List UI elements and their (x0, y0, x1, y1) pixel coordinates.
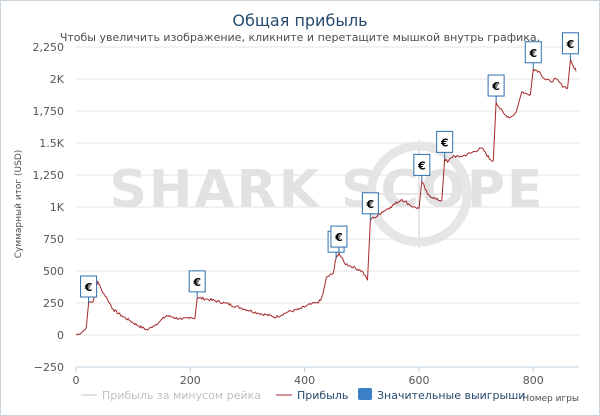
y-tick-label: 1,750 (33, 105, 65, 118)
big-win-flag[interactable]: € (361, 192, 379, 220)
big-win-flag[interactable]: € (487, 74, 505, 103)
x-tick-label: 600 (408, 374, 429, 387)
y-tick-label: 500 (43, 265, 64, 278)
chart-title: Общая прибыль (232, 11, 367, 30)
x-axis-title: Номер игры (522, 394, 579, 404)
euro-icon: € (334, 231, 343, 244)
legend-label-profit: Прибыль (297, 389, 348, 402)
euro-icon: € (192, 276, 201, 289)
euro-icon: € (491, 80, 500, 93)
euro-icon: € (566, 38, 575, 51)
y-axis-title: Суммарный итог (USD) (14, 150, 24, 259)
x-tick-label: 800 (523, 374, 544, 387)
series-line-profit (75, 59, 577, 336)
x-axis-ticks: 0 200 400 600 800 (73, 367, 544, 387)
big-win-flag[interactable]: € (80, 275, 98, 303)
big-win-box (188, 270, 206, 293)
y-tick-label: 750 (43, 233, 64, 246)
y-tick-label: 250 (43, 297, 64, 310)
y-tick-label: 1,250 (33, 169, 65, 182)
x-tick-label: 0 (73, 374, 80, 387)
x-tick-label: 200 (180, 374, 201, 387)
big-win-box (361, 192, 379, 215)
x-tick-label: 400 (294, 374, 315, 387)
legend-label-big-wins: Значительные выигрыши (377, 389, 525, 402)
big-win-markers: €€€€€€€€€€ (80, 32, 579, 303)
big-win-box (436, 130, 454, 153)
y-tick-label: 2K (50, 73, 65, 86)
euro-icon: € (366, 198, 375, 211)
legend-box-icon (358, 388, 372, 400)
y-axis-ticks: −250 0 250 500 750 1K 1,250 1.5K 1,750 2K 2,250 (33, 41, 65, 374)
legend-label-rake: Прибыль за минусом рейка (102, 389, 261, 402)
euro-icon: € (417, 159, 426, 172)
y-tick-label: 1.5K (39, 137, 64, 150)
legend-item-big-wins[interactable]: Значительные выигрыши (358, 388, 525, 402)
big-win-box (80, 275, 98, 298)
y-tick-label: −250 (34, 361, 64, 374)
big-win-flag[interactable]: € (413, 153, 431, 182)
big-win-flag[interactable]: € (188, 270, 206, 298)
grid (76, 46, 579, 368)
big-win-box (487, 74, 505, 97)
watermark-text: SHARK SCOPE (109, 160, 544, 220)
euro-icon: € (528, 47, 537, 60)
big-win-flag[interactable]: € (561, 32, 579, 60)
big-win-box (330, 225, 348, 248)
big-win-box (413, 153, 431, 176)
legend: Прибыль за минусом рейка Прибыль Значите… (81, 388, 525, 402)
big-win-box (561, 32, 579, 55)
chart-subtitle: Чтобы увеличить изображение, кликните и … (60, 31, 540, 44)
big-win-flag[interactable]: € (524, 41, 542, 69)
y-tick-label: 1K (50, 201, 65, 214)
euro-icon: € (440, 136, 449, 149)
euro-icon: € (84, 281, 93, 294)
y-tick-label: 0 (57, 329, 64, 342)
big-win-flag[interactable]: € (436, 130, 454, 159)
legend-item-rake[interactable]: Прибыль за минусом рейка (81, 389, 261, 402)
y-tick-label: 2,250 (33, 41, 65, 54)
big-win-box (524, 41, 542, 64)
legend-item-profit[interactable]: Прибыль (276, 389, 348, 402)
big-win-flag[interactable]: € (330, 225, 348, 254)
